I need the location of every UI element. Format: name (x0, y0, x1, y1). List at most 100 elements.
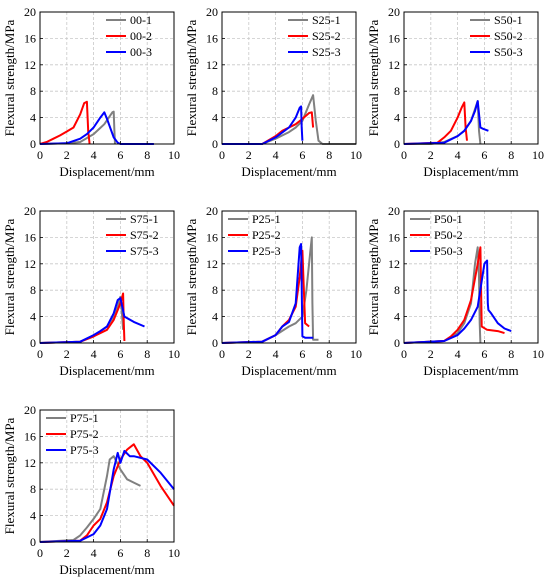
chart-panel-4: 0 2 4 6 8 10 0 4 8 12 16 20 Displacement/mm Flexural … (2, 204, 180, 378)
y-tick-label: 0 (30, 336, 36, 350)
x-tick-label: 10 (350, 347, 362, 361)
legend-label-P50-1: P50-1 (434, 212, 463, 226)
y-tick-label: 12 (24, 58, 36, 72)
y-tick-label: 8 (212, 84, 218, 98)
plot-frame (221, 11, 357, 145)
y-tick-label: 0 (394, 336, 400, 350)
series-line-S50-2 (403, 101, 468, 145)
y-tick-label: 16 (388, 31, 400, 45)
x-tick-label: 4 (273, 148, 279, 162)
series-line-P75-2 (39, 443, 175, 543)
y-tick-label: 20 (206, 204, 218, 218)
legend-label-00-3: 00-3 (130, 45, 152, 59)
series-line-P50-3 (403, 259, 512, 344)
x-tick-label: 4 (91, 148, 97, 162)
series-line-S50-3 (403, 100, 489, 145)
legend-label-P25-1: P25-1 (252, 212, 281, 226)
x-axis-label: Displacement/mm (59, 164, 154, 179)
y-tick-label: 20 (388, 204, 400, 218)
y-axis-label: Flexural strength/MPa (2, 19, 17, 136)
legend-label-S75-1: S75-1 (130, 212, 159, 226)
y-tick-label: 20 (206, 5, 218, 19)
legend-label-P75-2: P75-2 (70, 427, 99, 441)
plot-area (40, 211, 174, 343)
y-tick-label: 8 (394, 84, 400, 98)
x-tick-label: 0 (219, 148, 225, 162)
y-tick-label: 16 (24, 230, 36, 244)
chart-panel-5: 0 2 4 6 8 10 0 4 8 12 16 20 Displacement/mm Flexural … (184, 204, 362, 378)
x-tick-label: 4 (91, 546, 97, 560)
y-tick-label: 20 (24, 5, 36, 19)
plot-frame (221, 210, 357, 344)
x-tick-label: 0 (401, 148, 407, 162)
y-axis-label: Flexural strength/MPa (2, 218, 17, 335)
chart-panel-7: 0 2 4 6 8 10 0 4 8 12 16 20 Displacement/mm Flexural … (2, 403, 180, 577)
legend-label-P25-2: P25-2 (252, 228, 281, 242)
x-tick-label: 6 (117, 347, 123, 361)
y-tick-label: 4 (30, 310, 36, 324)
plot-area (40, 12, 174, 144)
legend-label-S25-3: S25-3 (312, 45, 341, 59)
y-tick-label: 0 (30, 535, 36, 549)
y-tick-label: 4 (212, 310, 218, 324)
series-line-P50-2 (403, 246, 505, 344)
chart-panel-1: 0 2 4 6 8 10 0 4 8 12 16 20 Displacement/mm Flexural … (2, 5, 180, 179)
y-tick-label: 8 (30, 283, 36, 297)
x-tick-label: 6 (117, 546, 123, 560)
x-tick-label: 4 (455, 148, 461, 162)
y-tick-label: 0 (212, 137, 218, 151)
plot-frame (39, 409, 175, 543)
y-tick-label: 8 (30, 482, 36, 496)
x-tick-label: 2 (428, 148, 434, 162)
x-tick-label: 10 (168, 347, 180, 361)
y-tick-label: 12 (388, 58, 400, 72)
y-tick-label: 12 (24, 456, 36, 470)
x-tick-label: 4 (91, 347, 97, 361)
legend-label-P50-2: P50-2 (434, 228, 463, 242)
series-line-00-1 (39, 110, 116, 145)
y-axis-label: Flexural strength/MPa (2, 417, 17, 534)
y-tick-label: 12 (206, 58, 218, 72)
plot-frame (403, 11, 539, 145)
legend-label-S50-1: S50-1 (494, 13, 523, 27)
y-tick-label: 4 (30, 111, 36, 125)
chart-panel-3: 0 2 4 6 8 10 0 4 8 12 16 20 Displacement/mm Flexural … (366, 5, 544, 179)
x-axis-label: Displacement/mm (241, 164, 336, 179)
plot-area (222, 211, 356, 343)
x-tick-label: 2 (64, 546, 70, 560)
y-axis-label: Flexural strength/MPa (184, 19, 199, 136)
x-axis-label: Displacement/mm (423, 164, 518, 179)
y-tick-label: 8 (394, 283, 400, 297)
x-tick-label: 6 (299, 148, 305, 162)
legend-label-P50-3: P50-3 (434, 244, 463, 258)
y-tick-label: 8 (212, 283, 218, 297)
y-tick-label: 16 (24, 31, 36, 45)
chart-panel-2: 0 2 4 6 8 10 0 4 8 12 16 20 Displacement/mm Flexural … (184, 5, 362, 179)
x-tick-label: 6 (299, 347, 305, 361)
plot-area (222, 12, 356, 144)
y-tick-label: 20 (388, 5, 400, 19)
y-tick-label: 16 (206, 31, 218, 45)
x-axis-label: Displacement/mm (241, 363, 336, 378)
y-tick-label: 20 (24, 403, 36, 417)
x-tick-label: 8 (508, 148, 514, 162)
y-tick-label: 16 (24, 429, 36, 443)
legend-label-S75-3: S75-3 (130, 244, 159, 258)
x-tick-label: 6 (117, 148, 123, 162)
series-line-P75-3 (39, 449, 175, 543)
y-tick-label: 16 (388, 230, 400, 244)
x-tick-label: 10 (532, 148, 544, 162)
x-tick-label: 10 (168, 546, 180, 560)
x-tick-label: 2 (246, 148, 252, 162)
legend-label-S25-1: S25-1 (312, 13, 341, 27)
y-axis-label: Flexural strength/MPa (366, 218, 381, 335)
y-tick-label: 4 (30, 509, 36, 523)
series-line-P25-3 (221, 243, 314, 344)
legend-label-S75-2: S75-2 (130, 228, 159, 242)
x-tick-label: 8 (326, 148, 332, 162)
series-line-S75-3 (39, 297, 145, 344)
x-tick-label: 10 (168, 148, 180, 162)
x-axis-label: Displacement/mm (59, 363, 154, 378)
y-axis-label: Flexural strength/MPa (184, 218, 199, 335)
